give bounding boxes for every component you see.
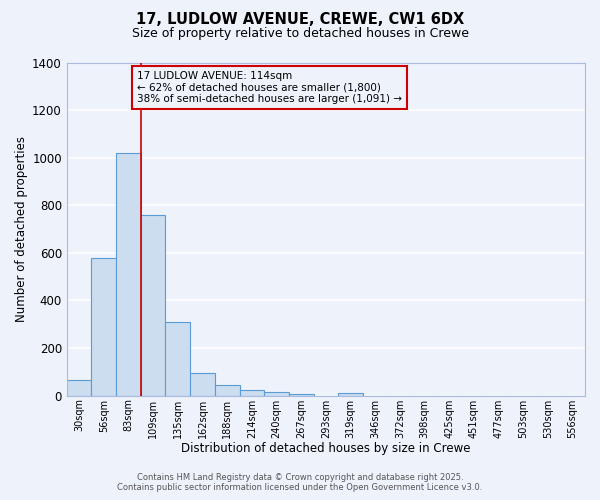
X-axis label: Distribution of detached houses by size in Crewe: Distribution of detached houses by size … [181,442,470,455]
Bar [91,258,116,396]
Bar [289,394,314,396]
Y-axis label: Number of detached properties: Number of detached properties [15,136,28,322]
Bar [338,394,363,396]
Bar [264,392,289,396]
Text: 17, LUDLOW AVENUE, CREWE, CW1 6DX: 17, LUDLOW AVENUE, CREWE, CW1 6DX [136,12,464,28]
Bar [239,390,264,396]
Text: Contains HM Land Registry data © Crown copyright and database right 2025.
Contai: Contains HM Land Registry data © Crown c… [118,473,482,492]
Bar [215,385,239,396]
Bar [116,153,141,396]
Bar [166,322,190,396]
Text: Size of property relative to detached houses in Crewe: Size of property relative to detached ho… [131,28,469,40]
Bar [67,380,91,396]
Text: 17 LUDLOW AVENUE: 114sqm
← 62% of detached houses are smaller (1,800)
38% of sem: 17 LUDLOW AVENUE: 114sqm ← 62% of detach… [137,71,402,104]
Bar [190,373,215,396]
Bar [141,215,166,396]
